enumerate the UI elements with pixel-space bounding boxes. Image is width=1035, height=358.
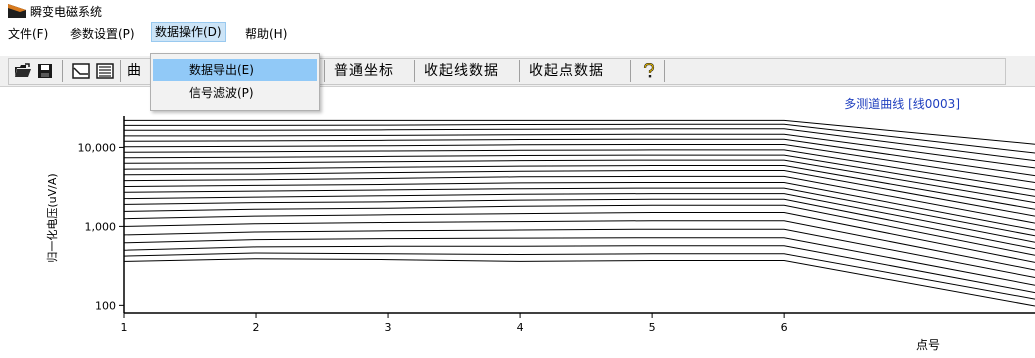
series-line-4 (124, 133, 1035, 169)
toolbar-separator (324, 60, 325, 82)
help-question-icon[interactable] (640, 63, 658, 79)
series-line-10 (123, 165, 1035, 210)
y-tick-label: 1,000 (85, 220, 117, 233)
window-title: 瞬变电磁系统 (30, 5, 103, 19)
series-line-3 (124, 128, 1035, 162)
series-line-1 (124, 119, 1035, 145)
x-axis-label: 点号 (916, 338, 940, 352)
series-line-7 (123, 149, 1035, 191)
toolbar-separator (519, 60, 520, 82)
series-line-14 (123, 187, 1035, 237)
series-line-2 (124, 123, 1035, 154)
menu-item-signal-filter-label: 信号滤波(P) (189, 86, 254, 100)
series-line-17 (123, 204, 1035, 256)
series-line-20 (123, 228, 1035, 278)
toolbar-separator (664, 60, 665, 82)
chart-axes: 100 1,000 10,000 1 2 3 4 5 6 (78, 116, 1035, 334)
multi-channel-chart: 多测道曲线 [线0003] 100 1,000 10,000 1 2 3 4 5 6 归一化电压… (45, 97, 1035, 352)
menu-help[interactable]: 帮助(H) (245, 27, 288, 41)
chart-title: 多测道曲线 [线0003] (844, 97, 960, 111)
toolbar-separator (414, 60, 415, 82)
menu-file[interactable]: 文件(F) (8, 27, 49, 41)
series-line-8 (123, 154, 1035, 197)
series-line-13 (123, 182, 1035, 231)
y-axis-label: 归一化电压(uV/A) (45, 173, 59, 262)
series-line-12 (123, 175, 1035, 224)
x-tick-label: 5 (649, 321, 656, 334)
series-line-22 (123, 245, 1035, 294)
series-line-11 (123, 170, 1035, 217)
series-line-9 (123, 159, 1035, 204)
collect-line-data-button[interactable]: 收起线数据 (424, 63, 499, 79)
y-tick-label: 100 (95, 299, 116, 312)
save-disk-icon[interactable] (36, 63, 54, 79)
series-line-15 (123, 193, 1035, 243)
x-tick-label: 2 (253, 321, 260, 334)
x-tick-label: 4 (517, 321, 524, 334)
menu-item-data-export-label: 数据导出(E) (189, 63, 254, 77)
series-line-24 (123, 258, 1035, 307)
line-chart-icon[interactable] (72, 63, 90, 79)
toolbar-separator (62, 60, 63, 82)
normal-axis-button[interactable]: 普通坐标 (334, 63, 394, 79)
app-logo-icon (8, 4, 26, 18)
series-line-21 (123, 237, 1035, 286)
series-line-5 (123, 138, 1035, 177)
data-ops-dropdown: 数据导出(E) 信号滤波(P) (150, 53, 320, 111)
chart-series (123, 119, 1035, 307)
x-tick-label: 3 (385, 321, 392, 334)
toolbar-separator (630, 60, 631, 82)
series-line-6 (123, 144, 1035, 183)
menu-item-data-export[interactable]: 数据导出(E) (153, 59, 317, 81)
series-line-19 (123, 220, 1035, 271)
collect-point-data-button[interactable]: 收起点数据 (529, 63, 604, 79)
multi-curve-icon[interactable] (96, 63, 114, 79)
series-line-23 (123, 252, 1035, 300)
curve-button[interactable]: 曲 (127, 63, 142, 79)
x-tick-label: 6 (781, 321, 788, 334)
menu-data-ops[interactable]: 数据操作(D) (151, 22, 226, 42)
title-bar: 瞬变电磁系统 (0, 0, 1035, 22)
x-tick-label: 1 (121, 321, 128, 334)
toolbar-separator (120, 60, 121, 82)
open-folder-icon[interactable] (14, 63, 32, 79)
menu-bar: 文件(F) 参数设置(P) 数据操作(D) 帮助(H) (0, 22, 1035, 42)
y-tick-label: 10,000 (78, 141, 117, 154)
menu-item-signal-filter[interactable]: 信号滤波(P) (153, 82, 317, 104)
series-line-16 (123, 198, 1035, 250)
series-line-18 (123, 212, 1035, 263)
menu-params[interactable]: 参数设置(P) (70, 27, 135, 41)
